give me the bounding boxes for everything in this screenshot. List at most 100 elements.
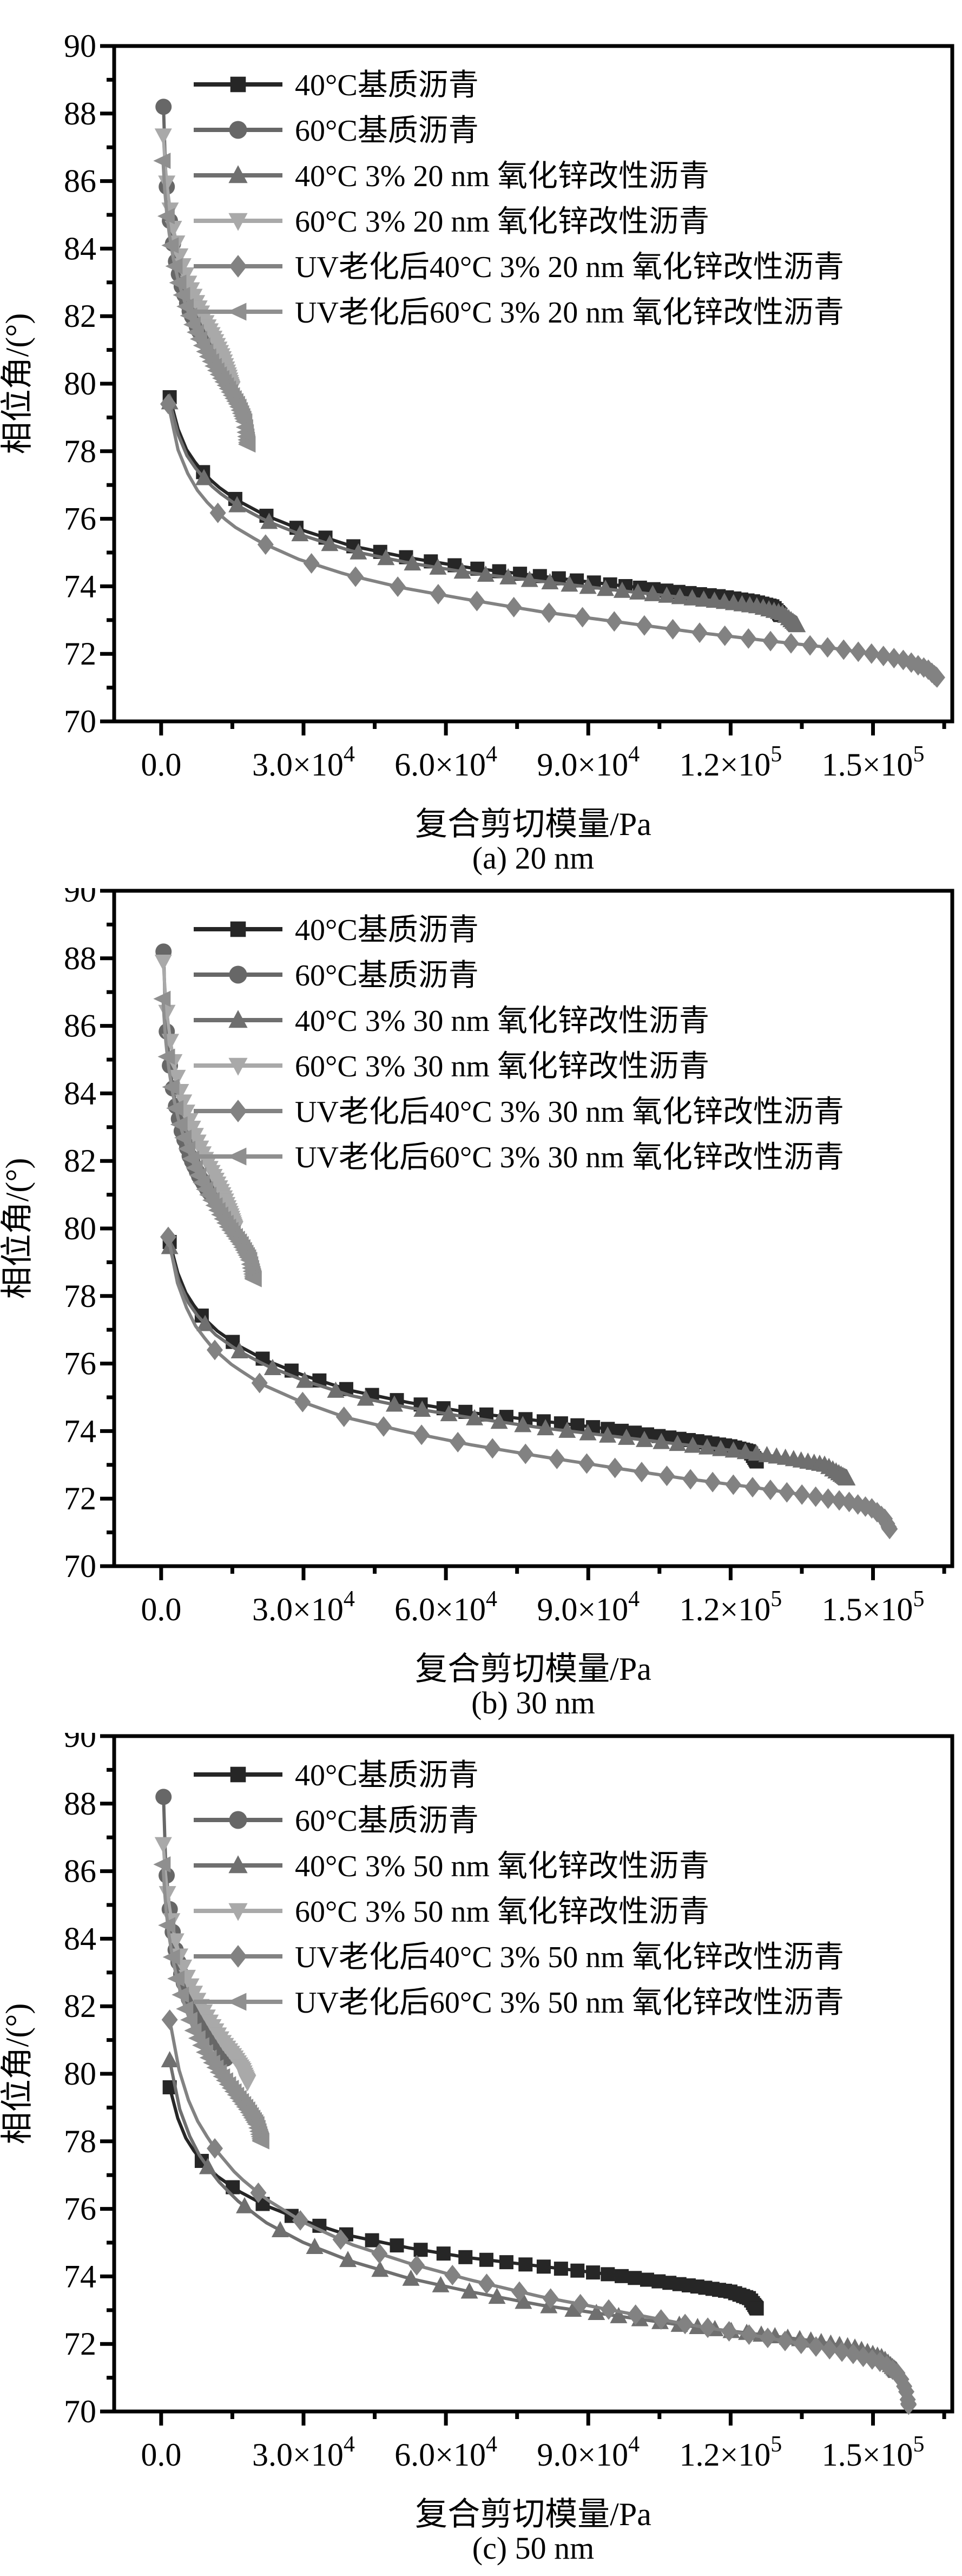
- diamond-marker: [160, 393, 176, 415]
- triangle-down-marker: [175, 1094, 193, 1111]
- diamond-marker: [607, 1457, 623, 1478]
- diamond-marker: [700, 2317, 716, 2338]
- legend-entry-uv-40c-3-30nm: UV老化后40°C 3% 30 nm 氧化锌改性沥青: [194, 1095, 844, 1129]
- y-tick-label: 84: [64, 1075, 96, 1111]
- triangle-up-marker: [260, 512, 278, 529]
- triangle-left-marker: [158, 1917, 176, 1934]
- y-axis-ticks: [100, 1734, 114, 2414]
- triangle-left-marker: [172, 1987, 189, 2003]
- triangle-down-legend-marker: [228, 1057, 248, 1076]
- square-marker: [458, 2250, 473, 2264]
- series-40c-3-20nm: [161, 393, 806, 633]
- series-uv-60c-3-20nm: [153, 153, 256, 453]
- triangle-up-marker: [413, 1401, 431, 1417]
- circle-marker: [155, 98, 172, 115]
- diamond-marker: [572, 2294, 589, 2315]
- chart-c-50nm: 0.0 3.0×104 6.0×104 9.0×104 1.2×105 1.5×105 70…: [0, 1733, 954, 2566]
- square-marker: [499, 2255, 513, 2270]
- triangle-left-legend-marker: [227, 303, 247, 321]
- diamond-marker: [636, 615, 653, 636]
- triangle-up-marker: [838, 1469, 856, 1486]
- y-tick-label: 76: [64, 501, 96, 537]
- triangle-up-marker: [404, 554, 421, 571]
- triangle-up-marker: [644, 584, 662, 601]
- y-tick-label: 88: [64, 96, 96, 132]
- legend-label: 40°C 3% 50 nm 氧化锌改性沥青: [295, 1850, 709, 1883]
- diamond-marker: [574, 607, 591, 628]
- diamond-marker: [845, 2343, 861, 2364]
- series-line: [167, 403, 939, 679]
- diamond-marker: [444, 2264, 461, 2285]
- legend-label: 40°C基质沥青: [295, 914, 479, 947]
- diamond-legend-marker: [229, 1945, 247, 1968]
- triangle-left-marker: [169, 274, 187, 291]
- triangle-up-marker: [736, 1443, 754, 1460]
- triangle-down-marker: [158, 1004, 176, 1021]
- square-marker: [615, 2269, 629, 2283]
- triangle-up-marker: [669, 1435, 687, 1451]
- diamond-marker: [206, 1339, 223, 1361]
- triangle-down-legend-marker: [228, 1903, 248, 1921]
- series-line: [167, 1237, 892, 1530]
- y-tick-label: 90: [64, 1733, 96, 1754]
- x-tick-label: 1.5×105: [822, 1587, 925, 1627]
- subplot-caption: (a) 20 nm: [472, 840, 595, 876]
- legend-entry-uv-40c-3-50nm: UV老化后40°C 3% 50 nm 氧化锌改性沥青: [194, 1941, 844, 1974]
- y-tick-label: 82: [64, 298, 96, 334]
- triangle-up-marker: [788, 616, 806, 633]
- square-marker: [570, 2263, 585, 2278]
- diamond-marker: [469, 590, 485, 612]
- legend-entry-40c-base: 40°C基质沥青: [194, 914, 479, 947]
- y-tick-label: 80: [64, 2056, 96, 2092]
- triangle-up-marker: [671, 588, 689, 604]
- x-tick-label: 9.0×104: [537, 2432, 640, 2473]
- triangle-up-marker: [684, 1436, 702, 1453]
- legend: 40°C基质沥青 60°C基质沥青 40°C 3% 30 nm 氧化锌改性沥青 60°…: [194, 914, 844, 1174]
- triangle-up-marker: [579, 577, 597, 594]
- triangle-up-marker: [453, 562, 471, 579]
- diamond-marker: [881, 1519, 898, 1540]
- diamond-marker: [347, 566, 364, 587]
- triangle-down-marker: [239, 2075, 256, 2092]
- triangle-up-marker: [561, 575, 578, 592]
- diamond-marker: [820, 1488, 836, 1509]
- x-tick-label: 1.2×105: [679, 742, 782, 783]
- triangle-left-marker: [153, 1856, 171, 1873]
- triangle-up-marker: [228, 496, 246, 512]
- triangle-up-legend-marker: [228, 165, 248, 183]
- triangle-up-marker: [357, 1389, 374, 1406]
- triangle-left-legend-marker: [227, 1147, 247, 1166]
- legend-entry-60c-3-50nm: 60°C 3% 50 nm 氧化锌改性沥青: [194, 1895, 709, 1929]
- x-tick-label: 1.2×105: [679, 2432, 782, 2473]
- legend-label: 60°C基质沥青: [295, 114, 479, 148]
- diamond-marker: [257, 534, 274, 555]
- diamond-marker: [606, 611, 623, 632]
- x-tick-label: 1.5×105: [822, 2432, 925, 2473]
- series-layer: [153, 1789, 917, 2415]
- diamond-marker: [209, 502, 226, 523]
- x-tick-label: 6.0×104: [394, 1587, 497, 1627]
- triangle-up-marker: [617, 1428, 635, 1445]
- legend-label: 60°C 3% 20 nm 氧化锌改性沥青: [295, 205, 709, 239]
- diamond-marker: [863, 643, 880, 664]
- triangle-up-marker: [161, 2051, 179, 2068]
- legend-label: UV老化后60°C 3% 30 nm 氧化锌改性沥青: [295, 1141, 844, 1174]
- triangle-left-marker: [173, 287, 190, 304]
- legend-label: 40°C 3% 20 nm 氧化锌改性沥青: [295, 160, 709, 193]
- diamond-marker: [578, 1453, 595, 1474]
- y-tick-label: 76: [64, 2191, 96, 2227]
- diamond-marker: [542, 2288, 559, 2309]
- triangle-up-marker: [712, 1440, 730, 1456]
- legend-label: 60°C 3% 30 nm 氧化锌改性沥青: [295, 1050, 709, 1083]
- plot-b: 0.0 3.0×104 6.0×104 9.0×104 1.2×105 1.5×105 70…: [0, 888, 954, 1720]
- legend-label: UV老化后40°C 3% 30 nm 氧化锌改性沥青: [295, 1095, 844, 1129]
- triangle-left-marker: [166, 1100, 184, 1116]
- triangle-up-marker: [236, 2197, 254, 2213]
- diamond-marker: [160, 1226, 176, 1247]
- diamond-marker: [332, 2229, 349, 2250]
- x-tick-label: 3.0×104: [252, 2432, 355, 2473]
- diamond-marker: [875, 646, 892, 667]
- triangle-left-marker: [165, 258, 183, 274]
- triangle-left-marker: [178, 1140, 196, 1157]
- triangle-up-marker: [350, 543, 367, 560]
